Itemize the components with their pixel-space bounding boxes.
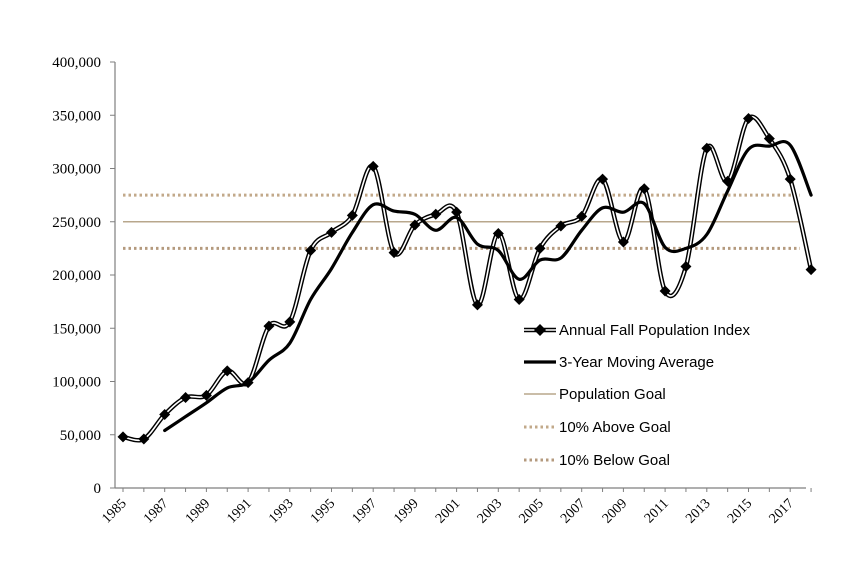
annual-index-point <box>555 220 567 232</box>
y-tick-label: 150,000 <box>52 321 101 337</box>
legend: Annual Fall Population Index 3-Year Movi… <box>524 322 750 469</box>
annual-index-point <box>242 377 254 389</box>
x-tick-label: 2005 <box>516 496 546 526</box>
x-tick-label: 2001 <box>433 496 463 526</box>
legend-label-population-goal: Population Goal <box>559 386 666 403</box>
annual-index-point <box>409 219 421 231</box>
x-tick-label: 1993 <box>266 496 296 526</box>
x-tick-label: 1989 <box>183 496 213 526</box>
legend-label-above-goal: 10% Above Goal <box>559 419 671 436</box>
legend-label-annual-index: Annual Fall Population Index <box>559 322 750 339</box>
annual-index-point <box>451 206 463 218</box>
legend-item-below-goal: 10% Below Goal <box>524 452 670 469</box>
annual-index-point <box>701 142 713 154</box>
legend-item-annual-index: Annual Fall Population Index <box>524 322 750 339</box>
annual-index-point <box>638 183 650 195</box>
x-tick-label: 2003 <box>475 496 505 526</box>
y-tick-label: 350,000 <box>52 108 101 124</box>
annual-index-point <box>284 316 296 328</box>
annual-index-point <box>722 175 734 187</box>
annual-index-point <box>263 320 275 332</box>
x-tick-label: 1985 <box>99 496 129 526</box>
x-tick-label: 2013 <box>683 496 713 526</box>
legend-item-moving-average: 3-Year Moving Average <box>524 354 714 371</box>
y-tick-label: 200,000 <box>52 268 101 284</box>
x-tick-label: 2007 <box>558 496 588 526</box>
annual-index-point <box>138 433 150 445</box>
annual-index-point <box>430 208 442 220</box>
annual-index-point <box>305 245 317 257</box>
annual-index-point <box>763 133 775 145</box>
x-tick-label: 2015 <box>725 496 755 526</box>
annual-index-point <box>805 264 817 276</box>
annual-index-point <box>743 112 754 124</box>
annual-index-point <box>180 391 192 403</box>
annual-index-point <box>200 389 212 401</box>
legend-diamond-marker <box>534 324 546 336</box>
y-tick-label: 400,000 <box>52 55 101 71</box>
legend-item-above-goal: 10% Above Goal <box>524 419 671 436</box>
legend-item-population-goal: Population Goal <box>524 386 666 403</box>
y-tick-label: 50,000 <box>60 428 101 444</box>
annual-index-point <box>576 210 588 222</box>
annual-index-point <box>326 226 337 238</box>
annual-index-point <box>784 173 796 185</box>
annual-index-point <box>117 431 129 443</box>
legend-label-moving-average: 3-Year Moving Average <box>559 354 714 371</box>
y-tick-label: 300,000 <box>52 162 101 178</box>
annual-index-line-outer <box>122 114 814 443</box>
legend-label-below-goal: 10% Below Goal <box>559 452 670 469</box>
annual-index-point <box>534 242 546 254</box>
annual-index-line-inner <box>122 116 812 442</box>
y-ticks: 0 50,000 100,000 150,000 200,000 250,000 300,0… <box>52 55 115 497</box>
y-tick-label: 250,000 <box>52 215 101 231</box>
x-tick-label: 1991 <box>225 496 255 526</box>
y-tick-label: 100,000 <box>52 375 101 391</box>
annual-index-point <box>513 293 525 305</box>
x-tick-label: 2017 <box>767 496 797 526</box>
annual-index-point <box>346 209 358 221</box>
x-tick-label: 1995 <box>308 496 338 526</box>
x-ticks: 1985 1987 1989 1991 1993 1995 1997 1999 2001 2003… <box>99 488 812 527</box>
annual-index-point <box>680 260 692 272</box>
axes <box>114 62 806 489</box>
x-tick-label: 1999 <box>391 496 421 526</box>
x-tick-label: 2011 <box>642 496 672 526</box>
x-tick-label: 1987 <box>141 496 171 526</box>
x-tick-label: 1997 <box>350 496 380 526</box>
annual-index-point <box>159 409 171 421</box>
y-tick-label: 0 <box>94 481 102 497</box>
annual-index-point <box>221 365 233 377</box>
series-layer <box>117 112 817 445</box>
annual-index-point <box>492 227 504 239</box>
annual-index-point <box>597 173 609 185</box>
moving-average-line <box>163 140 813 433</box>
annual-index-point <box>471 299 483 311</box>
annual-index-point <box>388 247 400 259</box>
annual-index-point <box>367 160 379 172</box>
annual-index-point <box>659 285 671 297</box>
annual-index-point <box>617 236 629 248</box>
x-tick-label: 2009 <box>600 496 630 526</box>
